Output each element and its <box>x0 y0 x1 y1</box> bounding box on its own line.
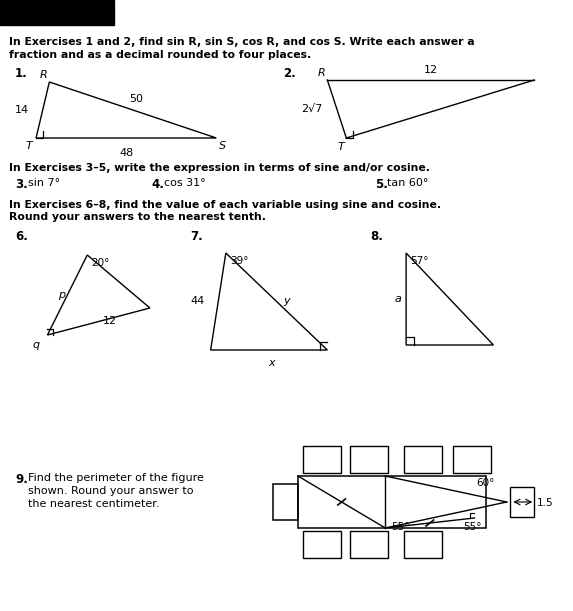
Text: T: T <box>337 142 344 152</box>
Bar <box>0 0 114 25</box>
Bar <box>404 446 442 473</box>
Text: y: y <box>284 296 291 306</box>
Text: Round your answers to the nearest tenth.: Round your answers to the nearest tenth. <box>10 212 266 222</box>
Text: 2.: 2. <box>282 67 296 80</box>
Text: R: R <box>317 68 325 78</box>
Text: 7.: 7. <box>190 230 202 243</box>
Text: tan 60°: tan 60° <box>387 178 429 188</box>
Text: In Exercises 3–5, write the expression in terms of sine and/or cosine.: In Exercises 3–5, write the expression i… <box>10 163 430 173</box>
Bar <box>303 446 340 473</box>
Bar <box>350 531 388 558</box>
Text: In Exercises 1 and 2, find sin R, sin S, cos R, and cos S. Write each answer a: In Exercises 1 and 2, find sin R, sin S,… <box>10 37 475 47</box>
Text: fraction and as a decimal rounded to four places.: fraction and as a decimal rounded to fou… <box>10 50 312 60</box>
Text: 9.: 9. <box>15 473 28 486</box>
Text: shown. Round your answer to: shown. Round your answer to <box>28 486 193 496</box>
Text: sin 7°: sin 7° <box>28 178 60 188</box>
Text: p: p <box>58 290 65 300</box>
Bar <box>298 476 486 528</box>
Text: 3.: 3. <box>15 178 28 191</box>
Bar <box>273 484 298 520</box>
Text: T: T <box>26 141 32 151</box>
Text: 48: 48 <box>119 148 134 158</box>
Text: 1.: 1. <box>14 67 27 80</box>
Bar <box>509 487 534 517</box>
Bar <box>350 446 388 473</box>
Text: 2√7: 2√7 <box>301 104 323 114</box>
Text: 5.: 5. <box>375 178 388 191</box>
Text: 14: 14 <box>15 105 29 115</box>
Text: 12: 12 <box>423 65 438 75</box>
Text: 6.: 6. <box>15 230 28 243</box>
Bar <box>404 531 442 558</box>
Text: S: S <box>219 141 226 151</box>
Text: cos 31°: cos 31° <box>164 178 206 188</box>
Text: q: q <box>33 340 40 350</box>
Text: 44: 44 <box>191 296 205 306</box>
Text: In Exercises 6–8, find the value of each variable using sine and cosine.: In Exercises 6–8, find the value of each… <box>10 200 442 210</box>
Text: 1.5: 1.5 <box>537 498 554 508</box>
Text: 57°: 57° <box>410 256 429 266</box>
Text: 55°: 55° <box>391 522 410 532</box>
Text: R: R <box>40 70 48 80</box>
Text: 55°: 55° <box>463 522 481 532</box>
Text: x: x <box>269 358 275 368</box>
Bar <box>303 531 340 558</box>
Text: 50: 50 <box>129 94 143 104</box>
Bar <box>453 446 490 473</box>
Text: 8.: 8. <box>370 230 383 243</box>
Text: 60°: 60° <box>476 478 494 488</box>
Text: 39°: 39° <box>230 256 249 266</box>
Text: Find the perimeter of the figure: Find the perimeter of the figure <box>28 473 203 483</box>
Text: 4.: 4. <box>152 178 164 191</box>
Text: 12: 12 <box>103 316 116 326</box>
Text: 20°: 20° <box>91 258 109 268</box>
Text: the nearest centimeter.: the nearest centimeter. <box>28 499 159 509</box>
Text: a: a <box>394 294 401 304</box>
